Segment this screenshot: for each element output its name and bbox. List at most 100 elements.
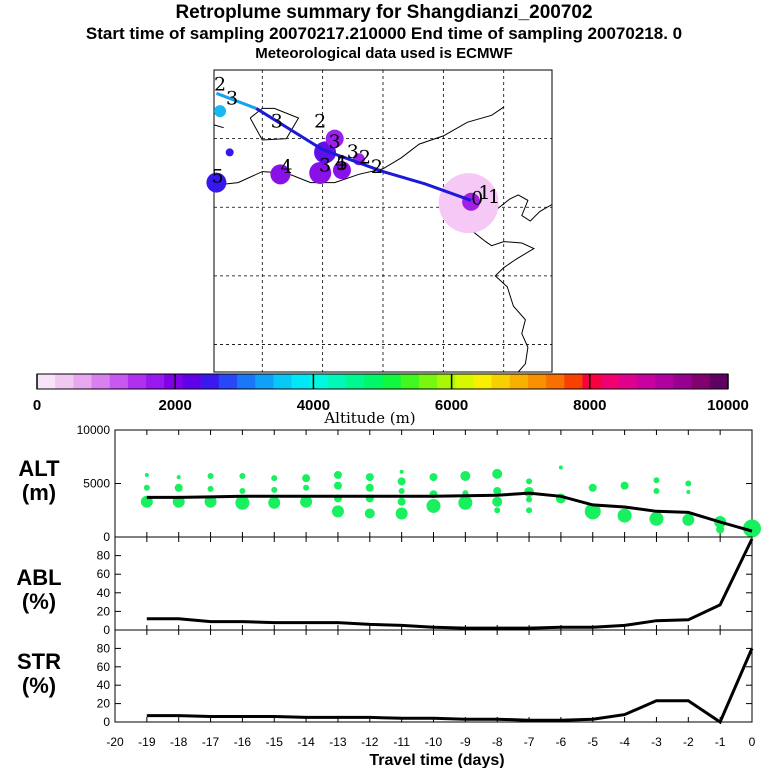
y-tick-label: 80 (97, 549, 111, 563)
colorbar-tick-label: 0 (33, 397, 41, 414)
trajectory-label: 1 (478, 182, 490, 204)
plume-point (303, 484, 310, 491)
plume-point (365, 483, 374, 492)
colorbar-swatch (673, 374, 693, 389)
str-label: STR (%) (17, 649, 61, 698)
colorbar-swatch (564, 374, 584, 389)
plume-point (144, 472, 149, 477)
trajectory-label: 2 (371, 156, 383, 178)
colorbar-swatch (200, 374, 220, 389)
trajectory-label: 1 (488, 186, 500, 208)
plume-spot (206, 172, 227, 193)
x-tick-label: -8 (492, 735, 503, 749)
series-line (146, 538, 754, 630)
colorbar-swatch (473, 374, 493, 389)
trajectory-label: 5 (212, 166, 224, 188)
plume-point (526, 507, 533, 514)
y-tick-label: 20 (97, 604, 111, 618)
plume-point (143, 484, 150, 491)
plume-markers (206, 105, 499, 234)
plume-point (716, 525, 725, 534)
trajectory-segment (215, 91, 257, 110)
y-tick-label: 40 (97, 586, 111, 600)
trajectory-label: 0 (471, 188, 483, 210)
x-tick-label: -18 (170, 735, 188, 749)
plume-point (397, 497, 406, 506)
trajectory-label: 4 (280, 156, 292, 178)
colorbar-swatch (73, 374, 93, 389)
panel-frame (114, 536, 753, 631)
colorbar-swatch (437, 374, 456, 389)
coastline-segment (472, 222, 535, 373)
plume-point (239, 473, 246, 480)
x-tick-label: -2 (683, 735, 694, 749)
trajectory-label: 3 (329, 131, 341, 153)
x-tick-label: -5 (587, 735, 598, 749)
trajectory-label: 3 (226, 87, 238, 109)
plume-point (239, 487, 246, 494)
plume-point (364, 508, 375, 519)
plume-point (617, 508, 632, 523)
y-tick-label: 0 (103, 530, 110, 544)
colorbar-swatch (182, 374, 202, 389)
plume-point (558, 465, 563, 470)
colorbar-label: Altitude (m) (323, 409, 415, 427)
x-tick-label: -20 (106, 735, 124, 749)
sampling-time-line: Start time of sampling 20070217.210000 E… (85, 24, 683, 43)
x-tick-label: -3 (651, 735, 662, 749)
x-tick-label: -15 (266, 735, 284, 749)
x-tick-label: -13 (329, 735, 347, 749)
alt-panel: 0 5000 10000 (77, 423, 761, 544)
abl-label: ABL (%) (16, 565, 62, 614)
alt-label: ALT (m) (18, 456, 60, 505)
plume-point (302, 474, 311, 483)
colorbar-swatch (55, 374, 74, 389)
plume-point (460, 471, 471, 482)
plume-point (526, 478, 533, 485)
colorbar-swatch (109, 374, 129, 389)
x-tick-label: -1 (715, 735, 726, 749)
trajectory-label: 5 (336, 153, 348, 175)
plume-point (426, 498, 441, 513)
colorbar-swatch (382, 374, 402, 389)
colorbar-swatch (255, 374, 274, 389)
plume-point (397, 477, 406, 486)
plume-point (458, 495, 473, 510)
met-data-line: Meteorological data used is ECMWF (255, 45, 513, 62)
plume-point (492, 468, 503, 479)
plume-spot (214, 105, 227, 118)
colorbar-swatch (455, 374, 474, 389)
plume-point (399, 469, 404, 474)
colorbar-tick-label: 6000 (435, 397, 468, 414)
x-tick-label: -16 (234, 735, 252, 749)
trajectory-label: 2 (214, 74, 226, 96)
colorbar-swatch (364, 374, 383, 389)
plume-point (395, 507, 408, 520)
colorbar-swatch (400, 374, 420, 389)
trajectory-label: 4 (335, 152, 347, 174)
plume-point (682, 513, 695, 526)
chart-title: Retroplume summary for Shangdianzi_20070… (175, 2, 593, 23)
colorbar-swatch (600, 374, 620, 389)
colorbar-swatch (91, 374, 111, 389)
plume-point (492, 496, 503, 507)
plume-point (620, 481, 629, 490)
colorbar-swatch (164, 374, 183, 389)
plume-point (207, 473, 214, 480)
plume-point (365, 473, 374, 482)
trajectory-path (215, 91, 472, 202)
colorbar-swatch (346, 374, 365, 389)
colorbar-swatch (273, 374, 293, 389)
plume-point (398, 487, 405, 494)
plume-point (174, 483, 183, 492)
colorbar-swatch (146, 374, 165, 389)
colorbar-swatch (418, 374, 438, 389)
y-tick-label: 10000 (77, 423, 111, 437)
travel-time-axis: -20 -19 -18 -17 -16 -15 -14 -13 -12 -11 -10 -9 -8 -7-… (106, 735, 755, 768)
trajectory-label: 2 (359, 146, 371, 168)
plume-point (331, 505, 344, 518)
plume-spot (325, 129, 344, 148)
trajectory-label: 3 (319, 155, 331, 177)
